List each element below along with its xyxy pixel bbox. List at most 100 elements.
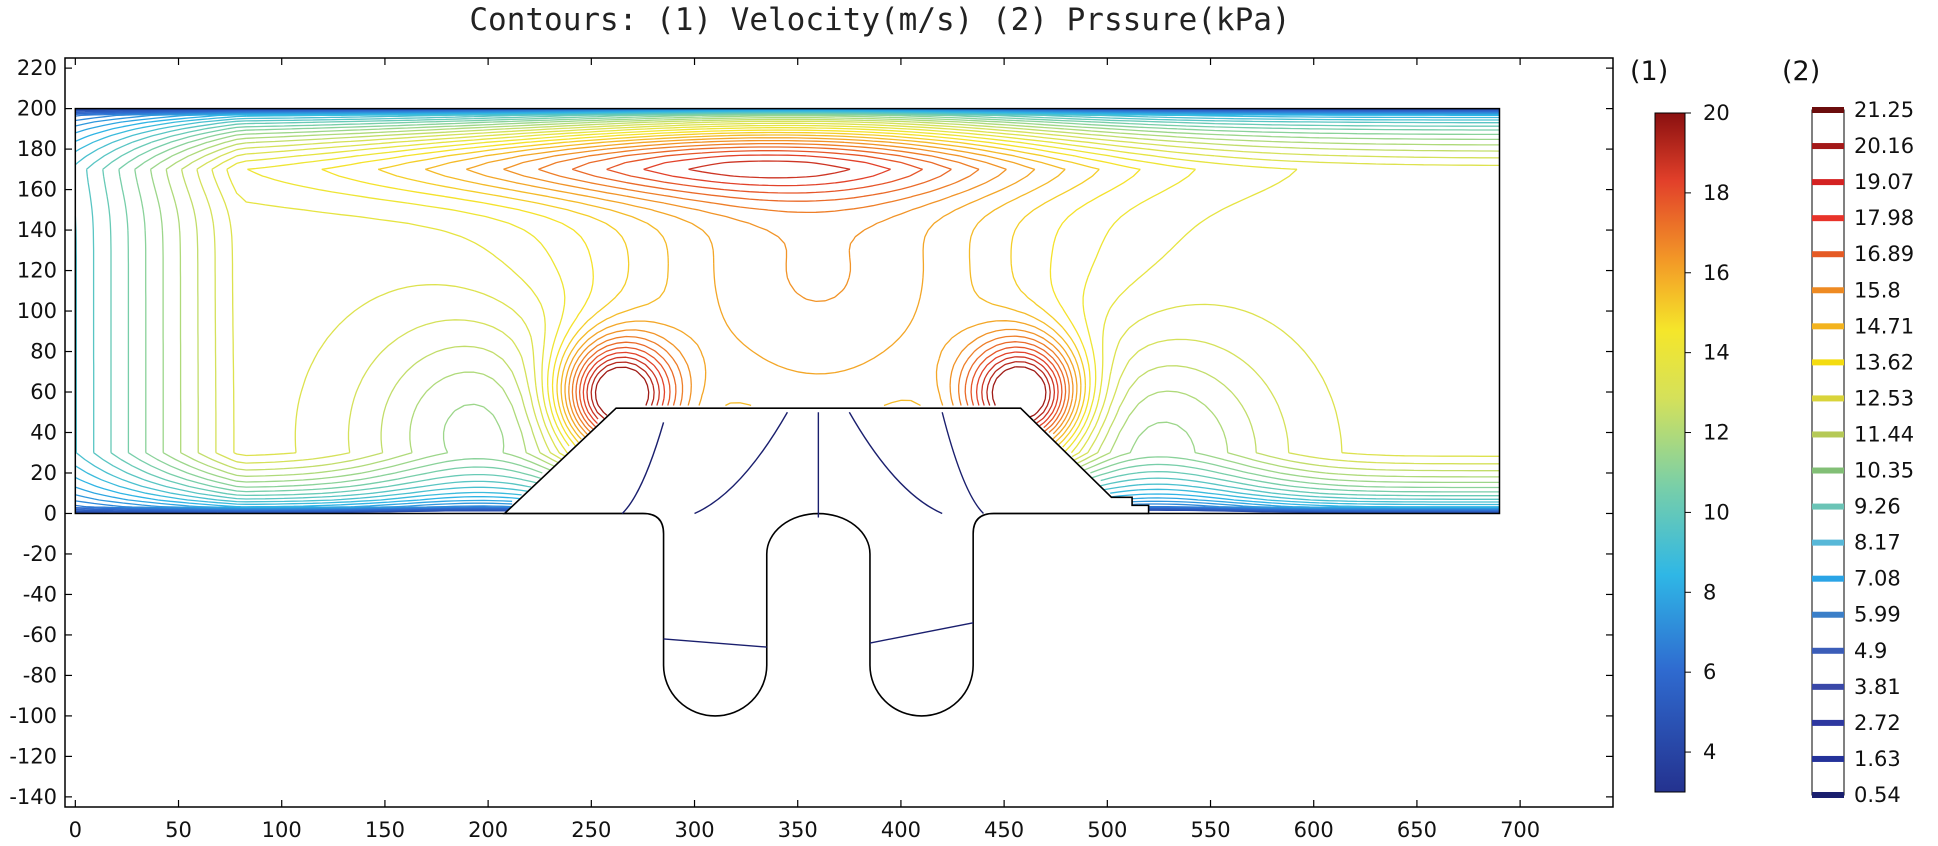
colorbar-pressure-level [1812, 395, 1844, 402]
colorbar-pressure-level [1812, 683, 1844, 690]
colorbar-pressure-tick-label: 3.81 [1854, 675, 1901, 699]
colorbar-pressure-tick-label: 11.44 [1854, 422, 1914, 446]
colorbar-pressure-tick-label: 21.25 [1854, 98, 1914, 122]
y-tick-label: 20 [30, 461, 57, 485]
colorbar-pressure-tick-label: 14.71 [1854, 314, 1914, 338]
velocity-contour-line [211, 122, 1500, 459]
colorbar-velocity-tick-label: 20 [1703, 101, 1730, 125]
pressure-contour-line [663, 638, 767, 648]
x-tick-label: 400 [881, 818, 921, 842]
velocity-contour-line [118, 113, 1500, 493]
y-tick-label: 140 [17, 218, 57, 242]
colorbar-pressure-tick-label: 13.62 [1854, 350, 1914, 374]
velocity-contour-line [247, 127, 1196, 454]
colorbar-pressure-tick-label: 0.54 [1854, 783, 1901, 807]
colorbar-pressure-level [1812, 792, 1844, 798]
colorbar-pressure-level [1812, 107, 1844, 113]
colorbar-velocity-tick-label: 18 [1703, 181, 1730, 205]
x-tick-label: 500 [1087, 818, 1127, 842]
colorbar-velocity-tick-label: 8 [1703, 580, 1716, 604]
y-tick-label: 180 [17, 137, 57, 161]
colorbar-pressure-tick-label: 2.72 [1854, 711, 1901, 735]
pressure-contour-line [694, 411, 789, 515]
velocity-contour-line [586, 160, 1056, 426]
velocity-contour-line [590, 361, 1051, 421]
colorbar-pressure-tick-label: 20.16 [1854, 134, 1914, 158]
colorbar-pressure-tick-label: 19.07 [1854, 170, 1914, 194]
y-tick-label: -100 [9, 704, 57, 728]
x-tick-label: 250 [571, 818, 611, 842]
colorbar-pressure-level [1812, 539, 1844, 546]
colorbar-pressure-label: (2) [1782, 56, 1820, 87]
velocity-contour-line [196, 120, 1500, 465]
velocity-contour-line [134, 114, 1500, 489]
velocity-contour-line [538, 142, 1070, 433]
y-tick-label: 220 [17, 56, 57, 80]
x-tick-label: 450 [984, 818, 1024, 842]
y-tick-label: 120 [17, 259, 57, 283]
colorbar-pressure-tick-label: 1.63 [1854, 747, 1901, 771]
chart-title: Contours: (1) Velocity(m/s) (2) Prssure(… [469, 2, 1291, 38]
colorbar-pressure-tick-label: 12.53 [1854, 386, 1914, 410]
x-tick-label: 300 [674, 818, 714, 842]
y-tick-label: 200 [17, 97, 57, 121]
velocity-contour-line [466, 137, 1078, 440]
y-tick-label: -20 [23, 542, 57, 566]
x-tick-label: 200 [468, 818, 508, 842]
pressure-contour-line [621, 422, 665, 514]
x-tick-label: 350 [778, 818, 818, 842]
y-tick-label: -80 [23, 663, 57, 687]
colorbar-pressure-level [1812, 719, 1844, 726]
axis-ticks: 0 50 100 150 200 250 300 350 400 450 500 550 600 650 7… [9, 56, 1613, 842]
y-tick-label: 60 [30, 380, 57, 404]
colorbar-pressure-level [1812, 143, 1844, 150]
colorbar-velocity-tick-label: 4 [1703, 740, 1716, 764]
velocity-contour-line [377, 131, 1100, 447]
y-tick-label: -60 [23, 623, 57, 647]
colorbar-velocity-tick-label: 14 [1703, 341, 1730, 365]
pressure-contour-line [848, 411, 943, 515]
velocity-contour-line [503, 139, 1074, 436]
colorbar-pressure-tick-label: 4.9 [1854, 639, 1887, 663]
pressure-contour-line [941, 412, 984, 514]
pressure-contour-line [869, 622, 974, 644]
colorbar-pressure-tick-label: 17.98 [1854, 206, 1914, 230]
x-tick-label: 650 [1397, 818, 1437, 842]
velocity-contours [74, 107, 1500, 514]
colorbar-pressure-level [1812, 611, 1844, 618]
colorbar-velocity-label: (1) [1630, 56, 1668, 87]
colorbar-pressure-level [1812, 755, 1844, 762]
colorbar-pressure-tick-label: 16.89 [1854, 242, 1914, 266]
y-tick-label: -140 [9, 785, 57, 809]
colorbar-pressure-tick-label: 7.08 [1854, 567, 1901, 591]
y-tick-label: 40 [30, 421, 57, 445]
y-tick-label: -120 [9, 744, 57, 768]
x-tick-label: 0 [69, 818, 82, 842]
velocity-contour-line [165, 117, 1500, 478]
x-tick-label: 50 [165, 818, 192, 842]
colorbar-velocity [1654, 112, 1686, 793]
velocity-contour-line [149, 115, 1500, 484]
velocity-contour-line [321, 129, 1141, 448]
colorbar-velocity-tick-label: 16 [1703, 261, 1730, 285]
pressure-contours [621, 411, 984, 648]
y-tick-label: 100 [17, 299, 57, 323]
colorbar-pressure-level [1812, 323, 1844, 330]
colorbar-pressure-tick-label: 8.17 [1854, 531, 1901, 555]
y-tick-label: 0 [44, 501, 57, 525]
y-tick-label: -40 [23, 582, 57, 606]
y-tick-label: 160 [17, 178, 57, 202]
colorbar-pressure-tick-label: 15.8 [1854, 278, 1901, 302]
colorbar-velocity-tick-label: 12 [1703, 421, 1730, 445]
colorbar-pressure-level [1812, 575, 1844, 582]
colorbar-velocity-tick-label: 6 [1703, 660, 1716, 684]
colorbar-pressure-level [1812, 179, 1844, 186]
y-tick-label: 80 [30, 340, 57, 364]
x-tick-label: 150 [365, 818, 405, 842]
colorbar-pressure-level [1812, 359, 1844, 366]
colorbar-pressure-level [1812, 215, 1844, 222]
velocity-contour-line [425, 134, 1082, 445]
colorbar-pressure-tick-label: 5.99 [1854, 603, 1901, 627]
